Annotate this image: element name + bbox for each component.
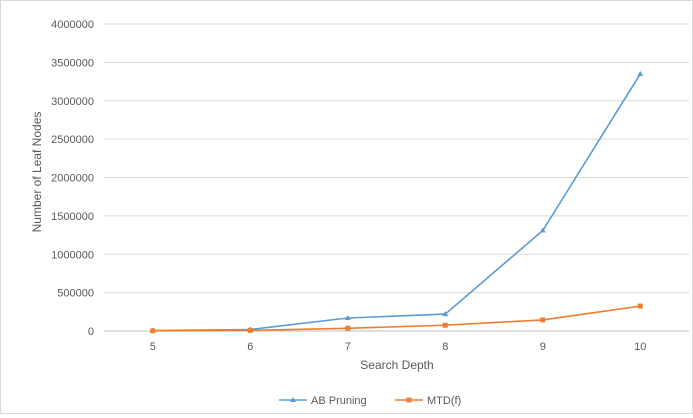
x-axis-title: Search Depth <box>360 358 433 372</box>
y-tick-label: 2500000 <box>51 134 94 146</box>
x-tick-label: 9 <box>540 341 546 353</box>
data-point <box>442 322 448 328</box>
data-point <box>540 317 546 323</box>
y-axis-title: Number of Leaf Nodes <box>30 112 44 233</box>
legend: AB Pruning MTD(f) <box>279 395 461 407</box>
y-tick-label: 3500000 <box>51 57 94 69</box>
y-tick-label: 1500000 <box>51 211 94 223</box>
x-tick-label: 8 <box>442 341 448 353</box>
series-mtd-f <box>150 303 643 334</box>
series-line <box>152 73 641 332</box>
series-ab-pruning <box>149 70 644 333</box>
x-tick-label: 10 <box>634 341 646 353</box>
y-tick-label: 4000000 <box>51 19 94 31</box>
y-tick-label: 3000000 <box>51 96 94 108</box>
legend-label: AB Pruning <box>311 395 367 407</box>
legend-item: MTD(f) <box>395 395 461 407</box>
y-tick-label: 1000000 <box>51 249 94 261</box>
x-tick-label: 6 <box>247 341 253 353</box>
data-point <box>344 314 351 320</box>
gridlines <box>104 23 689 332</box>
data-point <box>637 303 643 309</box>
x-tick-label: 7 <box>345 341 351 353</box>
y-tick-label: 0 <box>88 326 94 338</box>
data-point <box>247 327 253 333</box>
legend-marker <box>406 397 412 403</box>
data-point <box>637 70 644 76</box>
legend-label: MTD(f) <box>427 395 461 407</box>
legend-item: AB Pruning <box>279 395 367 407</box>
x-axis-ticks: 5 6 7 8 9 10 <box>150 341 647 353</box>
y-axis-ticks: 0 500000 1000000 1500000 2000000 2500000 30000… <box>51 19 94 338</box>
data-point <box>150 328 156 334</box>
x-tick-label: 5 <box>150 341 156 353</box>
data-point <box>539 227 546 233</box>
data-point <box>442 311 449 317</box>
legend-marker <box>290 397 296 402</box>
series-group <box>149 70 644 334</box>
y-tick-label: 500000 <box>57 288 94 300</box>
series-line <box>152 305 641 332</box>
y-tick-label: 2000000 <box>51 173 94 185</box>
data-point <box>345 325 351 331</box>
